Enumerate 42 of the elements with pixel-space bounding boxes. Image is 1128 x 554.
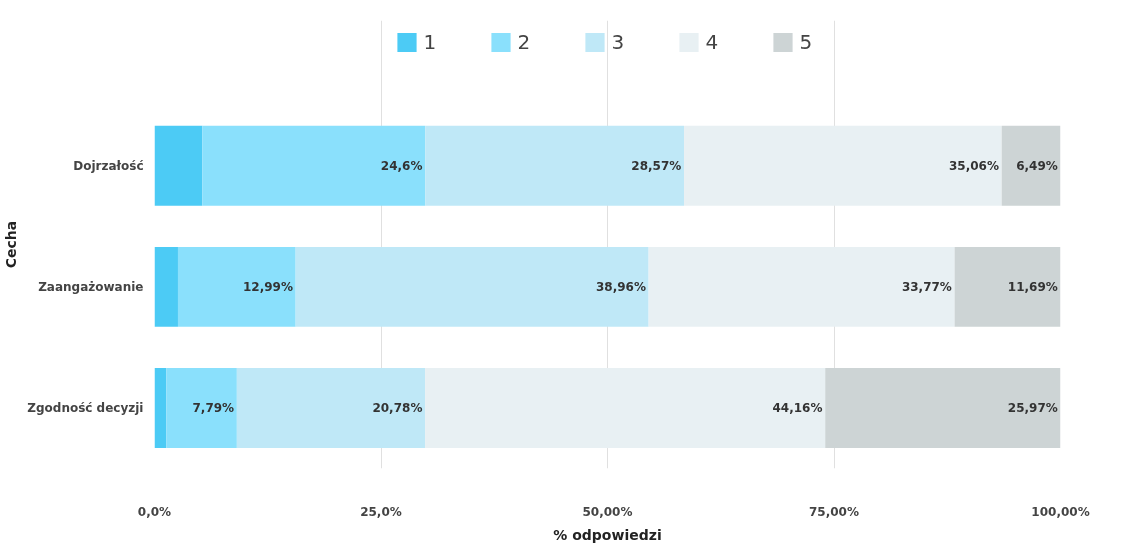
legend-label: 5 — [799, 30, 814, 54]
legend-label: 4 — [705, 30, 720, 54]
y-tick-label: Dojrzałość — [73, 158, 144, 173]
data-label: 11,69% — [1007, 279, 1058, 294]
y-axis-title: Cecha — [3, 220, 20, 269]
data-label: 7,79% — [192, 400, 235, 415]
legend-label: 2 — [517, 30, 532, 54]
bar — [825, 368, 1061, 448]
bar — [154, 368, 167, 448]
data-label: 20,78% — [372, 400, 423, 415]
bar — [954, 246, 1061, 327]
bar — [166, 368, 237, 448]
data-label: 44,16% — [772, 400, 823, 415]
data-label: 25,97% — [1007, 400, 1058, 415]
data-label: 33,77% — [901, 279, 952, 294]
x-tick-label: 0,0% — [137, 504, 172, 519]
bar — [1001, 125, 1061, 206]
x-tick-label: 75,00% — [809, 504, 859, 519]
x-axis-title: % odpowiedzi — [553, 526, 662, 543]
x-tick-label: 25,0% — [360, 504, 402, 519]
data-label: 35,06% — [949, 158, 999, 173]
data-label: 12,99% — [242, 279, 293, 294]
data-label: 24,6% — [380, 158, 423, 173]
bar — [648, 246, 955, 327]
bar — [177, 246, 296, 327]
bar — [154, 246, 178, 327]
bar — [425, 125, 685, 206]
x-tick-label: 50,00% — [582, 504, 633, 519]
bar — [202, 125, 426, 206]
legend-label: 3 — [611, 30, 626, 54]
y-tick-label: Zgodność decyzji — [27, 400, 144, 415]
y-tick-label: Zaangażowanie — [38, 279, 144, 294]
data-label: 6,49% — [1016, 158, 1058, 173]
data-label: 38,96% — [595, 279, 646, 294]
bar — [295, 246, 649, 327]
legend-label: 1 — [423, 30, 438, 54]
data-label: 28,57% — [631, 158, 682, 173]
bar — [236, 368, 426, 448]
bar — [425, 368, 826, 448]
x-tick-label: 100,00% — [1031, 504, 1090, 519]
bar — [684, 125, 1002, 206]
bar — [154, 125, 203, 206]
